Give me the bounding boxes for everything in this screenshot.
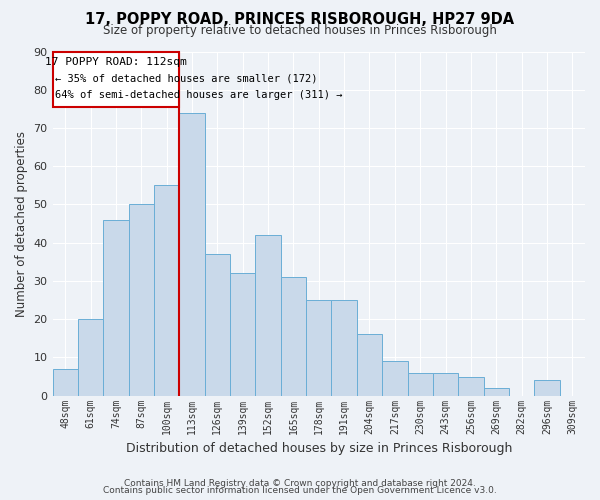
Bar bbox=[256, 235, 281, 396]
Text: 17, POPPY ROAD, PRINCES RISBOROUGH, HP27 9DA: 17, POPPY ROAD, PRINCES RISBOROUGH, HP27… bbox=[85, 12, 515, 28]
Bar bbox=[281, 277, 306, 396]
Bar bbox=[433, 372, 458, 396]
Bar bbox=[407, 372, 433, 396]
Bar bbox=[154, 186, 179, 396]
Bar bbox=[205, 254, 230, 396]
Bar bbox=[78, 319, 103, 396]
X-axis label: Distribution of detached houses by size in Princes Risborough: Distribution of detached houses by size … bbox=[125, 442, 512, 455]
FancyBboxPatch shape bbox=[53, 52, 179, 107]
Bar bbox=[230, 274, 256, 396]
Bar bbox=[382, 361, 407, 396]
Text: Contains HM Land Registry data © Crown copyright and database right 2024.: Contains HM Land Registry data © Crown c… bbox=[124, 478, 476, 488]
Bar bbox=[534, 380, 560, 396]
Bar bbox=[179, 112, 205, 396]
Bar bbox=[103, 220, 128, 396]
Bar bbox=[484, 388, 509, 396]
Bar bbox=[53, 369, 78, 396]
Text: 64% of semi-detached houses are larger (311) →: 64% of semi-detached houses are larger (… bbox=[55, 90, 343, 101]
Y-axis label: Number of detached properties: Number of detached properties bbox=[15, 130, 28, 316]
Bar bbox=[458, 376, 484, 396]
Bar bbox=[306, 300, 331, 396]
Text: Size of property relative to detached houses in Princes Risborough: Size of property relative to detached ho… bbox=[103, 24, 497, 37]
Bar bbox=[357, 334, 382, 396]
Text: ← 35% of detached houses are smaller (172): ← 35% of detached houses are smaller (17… bbox=[55, 74, 317, 84]
Bar bbox=[331, 300, 357, 396]
Text: Contains public sector information licensed under the Open Government Licence v3: Contains public sector information licen… bbox=[103, 486, 497, 495]
Text: 17 POPPY ROAD: 112sqm: 17 POPPY ROAD: 112sqm bbox=[45, 57, 187, 67]
Bar bbox=[128, 204, 154, 396]
